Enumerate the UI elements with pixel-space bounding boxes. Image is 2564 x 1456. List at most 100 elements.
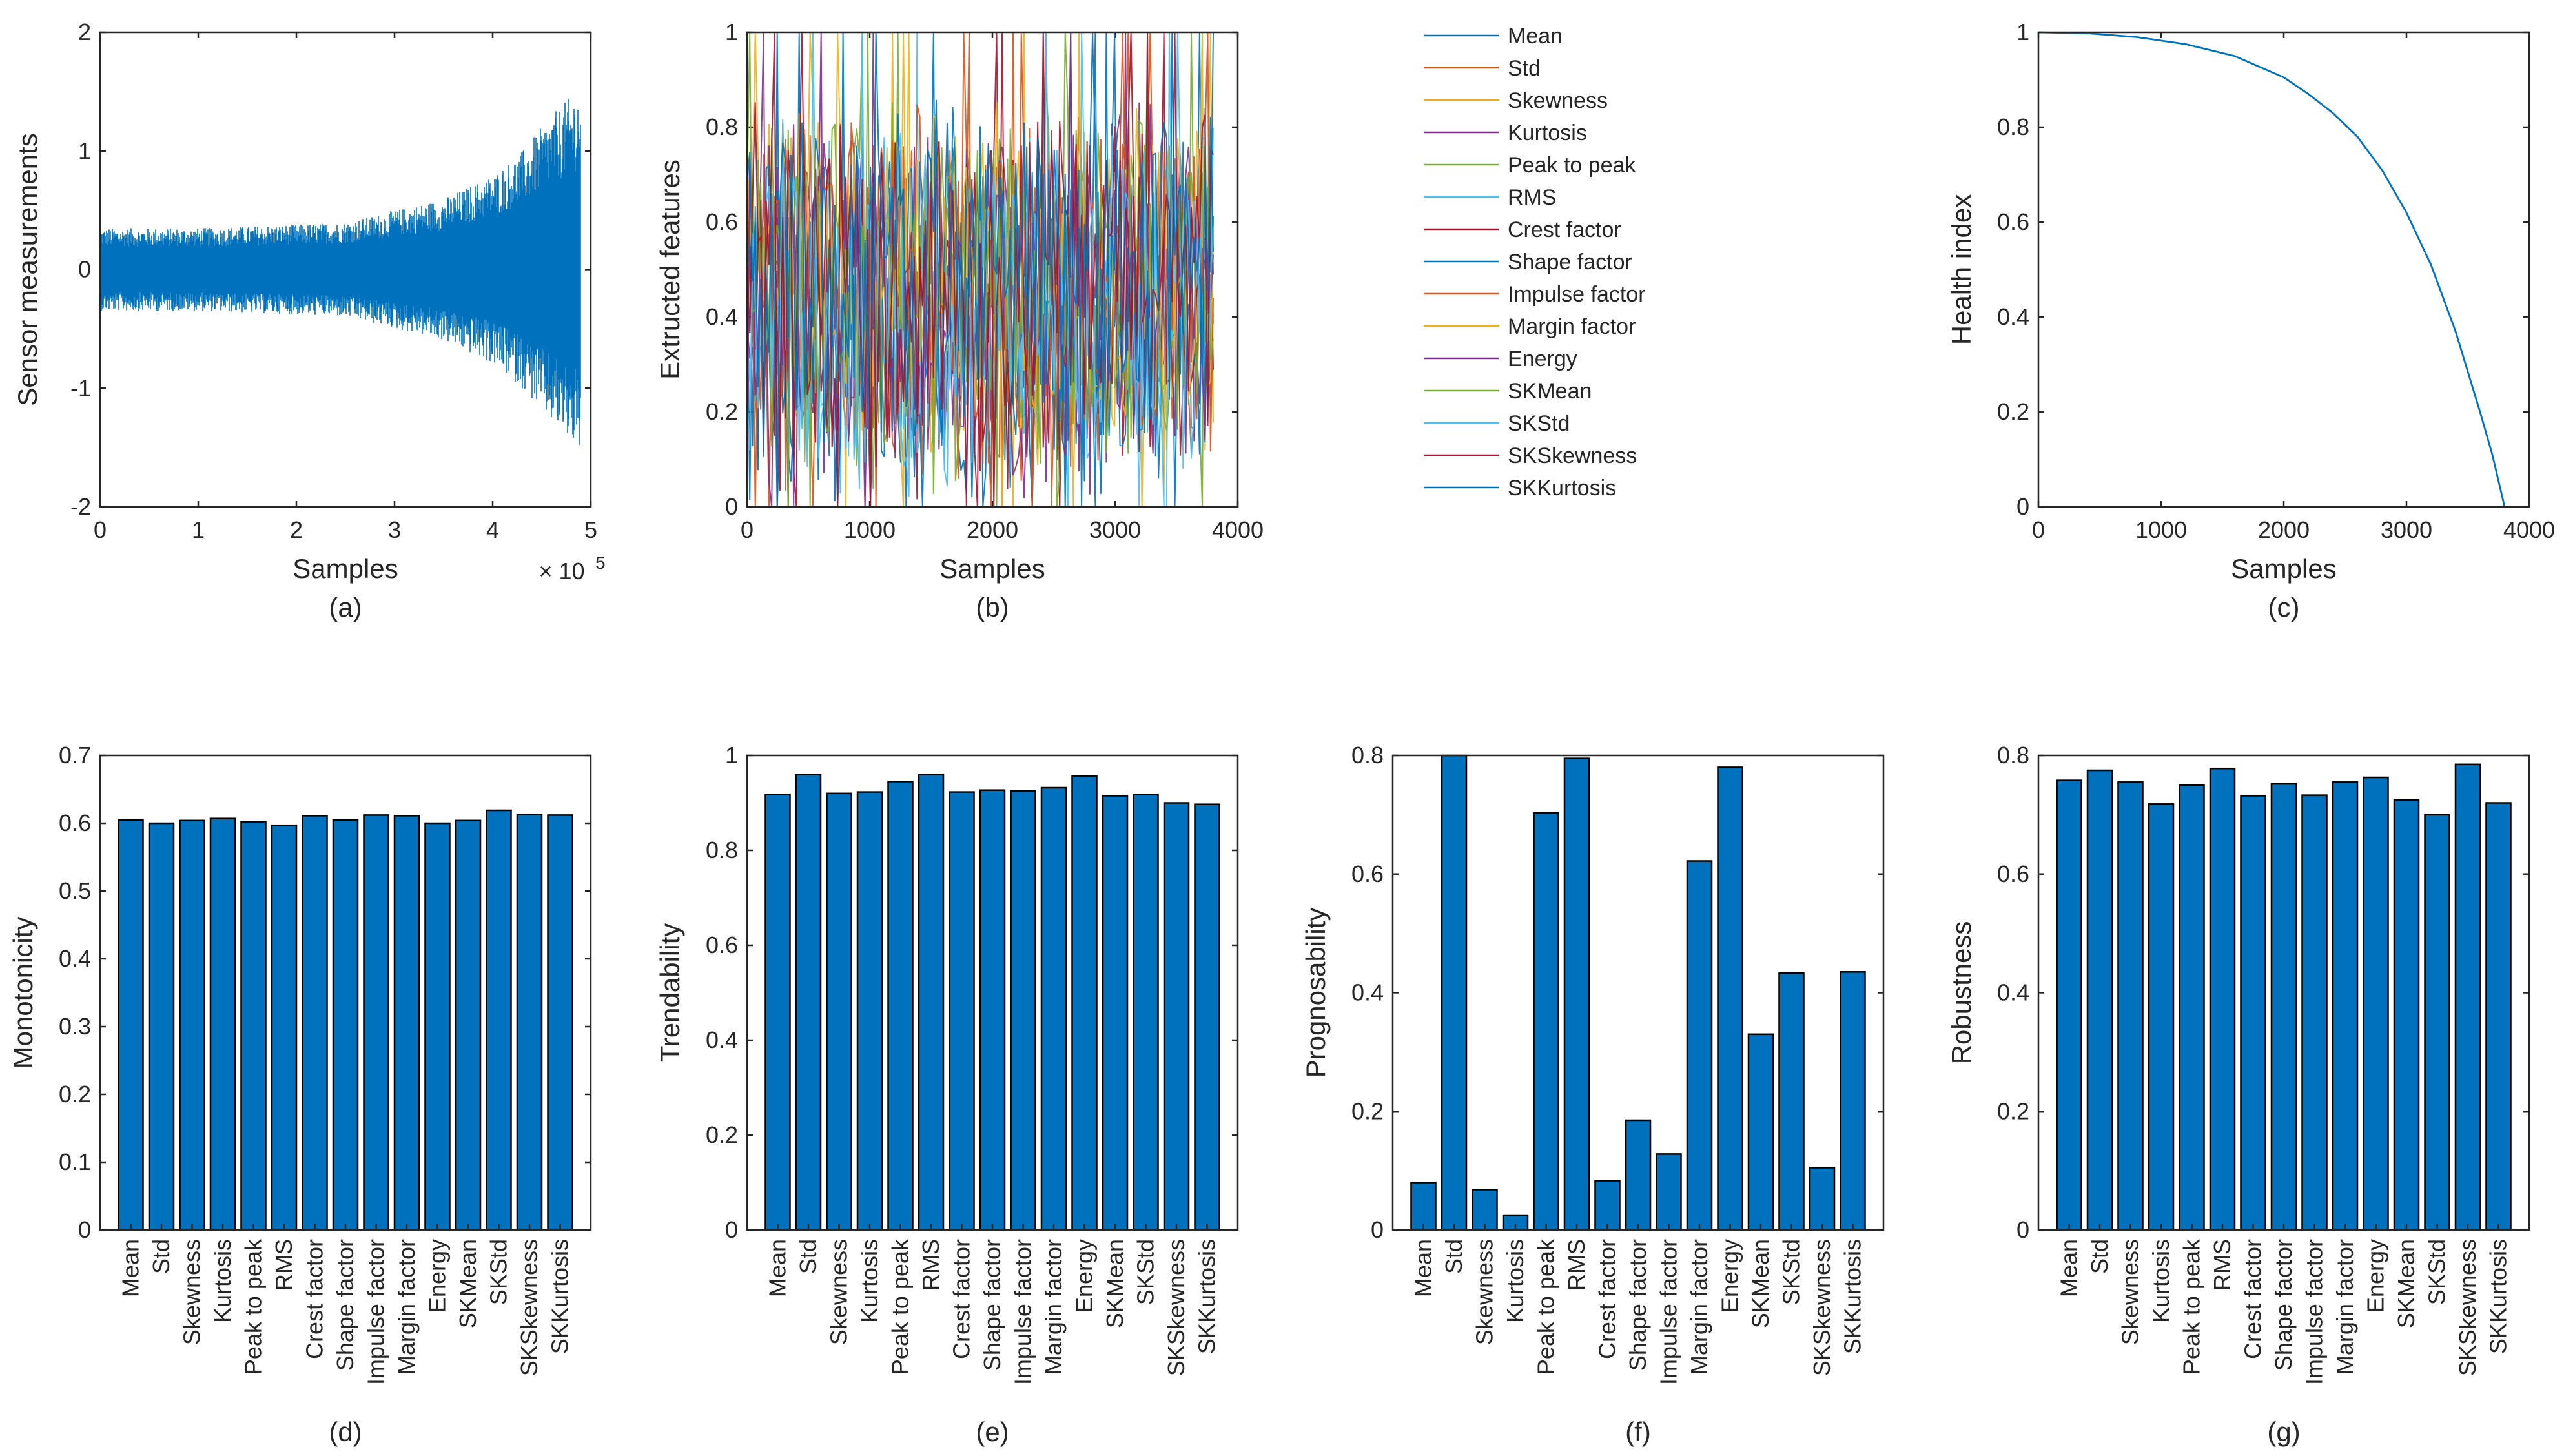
y-tick-label: 0: [78, 1216, 91, 1243]
y-tick-label: 0.6: [706, 209, 738, 235]
y-tick-label: 0.4: [1997, 979, 2029, 1006]
category-label: SKKurtosis: [547, 1239, 573, 1354]
category-label: Energy: [1071, 1239, 1098, 1313]
x-tick-label: 1000: [2135, 517, 2187, 543]
bar-margin-factor: [393, 815, 420, 1231]
legend-label: SKKurtosis: [1508, 476, 1616, 500]
axes-box: [2037, 754, 2530, 1231]
category-label: Impulse factor: [363, 1239, 389, 1385]
category-label: Crest factor: [2240, 1239, 2266, 1359]
y-tick-label: 0.5: [59, 877, 91, 904]
panel-d: 0 0.1 0.2 0.3 0.4 0.5 0.6 0.7 Monotonicity (d) Mea…: [8, 742, 592, 1447]
y-axis-title: Trendability: [655, 923, 685, 1063]
y-tick-label: 0.4: [706, 303, 738, 330]
bar-skewness: [179, 819, 205, 1231]
bar-skskewness: [516, 814, 543, 1231]
axis-exponent: × 10: [538, 558, 584, 584]
bar-skkurtosis: [1194, 803, 1220, 1231]
y-tick-label: 0.8: [706, 837, 738, 863]
category-label: Margin factor: [1040, 1239, 1067, 1375]
y-tick-label: 0.1: [59, 1149, 91, 1175]
bar-skmean: [1747, 1033, 1774, 1231]
x-tick-label: 1000: [844, 517, 896, 543]
bar-skmean: [455, 819, 482, 1231]
category-label: Shape factor: [2270, 1239, 2297, 1371]
category-label: Peak to peak: [1533, 1238, 1559, 1375]
legend-label: Shape factor: [1508, 250, 1632, 274]
y-tick-label: 0.4: [1351, 979, 1384, 1006]
category-label: SKSkewness: [516, 1239, 542, 1376]
category-label: Kurtosis: [2148, 1239, 2174, 1323]
category-label: SKKurtosis: [2485, 1239, 2512, 1354]
bar-skewness: [1472, 1189, 1498, 1231]
bar-skstd: [1133, 794, 1159, 1231]
x-tick-label: 2: [290, 517, 303, 543]
axes-box: [99, 754, 592, 1231]
x-tick-label: 4: [486, 517, 499, 543]
y-tick-label: 0: [725, 493, 738, 520]
bar-skskewness: [1809, 1167, 1836, 1231]
bar-skkurtosis: [1840, 971, 1866, 1231]
bar-skstd: [2424, 814, 2450, 1231]
category-label: Mean: [1410, 1239, 1437, 1297]
category-label: Energy: [424, 1239, 451, 1313]
legend-label: Peak to peak: [1508, 153, 1636, 178]
panel-caption: (b): [976, 592, 1009, 622]
y-tick-label: 0: [725, 1216, 738, 1243]
legend-label: Std: [1508, 56, 1541, 81]
bar-peak-to-peak: [240, 821, 267, 1231]
bar-skmean: [1102, 795, 1129, 1231]
axis-exponent-power: 5: [595, 553, 606, 573]
y-tick-label: 0.2: [1351, 1098, 1384, 1124]
bars: [1410, 754, 1866, 1231]
category-label: Mean: [764, 1239, 791, 1297]
bar-std: [795, 774, 822, 1231]
x-tick-label: 0: [2032, 517, 2045, 543]
feature-line-14: [746, 32, 1214, 508]
category-label: Margin factor: [1686, 1239, 1712, 1375]
y-tick-label: 0.6: [706, 932, 738, 958]
category-label: Peak to peak: [2179, 1238, 2205, 1375]
category-label: SKMean: [1102, 1239, 1128, 1328]
panel-f: 0 0.2 0.4 0.6 0.8 Prognosability (f) Mean Std Ske…: [1300, 742, 1885, 1447]
legend-label: SKMean: [1508, 379, 1592, 404]
bar-kurtosis: [209, 817, 236, 1231]
bar-crest-factor: [1594, 1180, 1621, 1231]
category-label: SKStd: [486, 1239, 512, 1305]
y-axis-title: Prognosability: [1300, 908, 1331, 1078]
bar-rms: [918, 774, 945, 1231]
panel-a: -2 -1 0 1 2 0 1 2 3 4 5 Sensor measurements Samples (…: [12, 19, 606, 622]
bar-impulse-factor: [2301, 794, 2328, 1231]
category-label: SKStd: [2424, 1239, 2450, 1305]
y-tick-label: 0.2: [706, 398, 738, 425]
y-tick-label: 0.2: [59, 1081, 91, 1107]
x-tick-label: 2000: [967, 517, 1018, 543]
category-label: RMS: [2209, 1239, 2235, 1291]
x-axis-title: Samples: [939, 553, 1045, 584]
y-tick-label: 0: [2016, 493, 2029, 520]
x-axis-title: Samples: [2231, 553, 2336, 584]
bar-skskewness: [1163, 802, 1190, 1231]
bar-crest-factor: [2240, 795, 2266, 1231]
category-label: Mean: [118, 1239, 144, 1297]
legend-label: Impulse factor: [1508, 282, 1646, 307]
axes-box: [99, 31, 592, 508]
legend-label: RMS: [1508, 185, 1557, 210]
panel-caption: (d): [329, 1417, 362, 1447]
category-label: Skewness: [2117, 1239, 2144, 1345]
bar-margin-factor: [2332, 781, 2359, 1231]
y-tick-label: 0.8: [1997, 742, 2029, 768]
category-label: Shape factor: [1625, 1239, 1651, 1371]
axes-box: [746, 31, 1239, 508]
panel-caption: (f): [1625, 1417, 1651, 1447]
y-axis-title: Monotonicity: [8, 917, 38, 1069]
axes-box: [1391, 754, 1885, 1231]
y-tick-label: 0.8: [1351, 742, 1384, 768]
bar-rms: [2209, 767, 2236, 1231]
category-label: SKKurtosis: [1194, 1239, 1220, 1354]
bar-energy: [2363, 776, 2389, 1231]
bar-skskewness: [2454, 763, 2481, 1231]
y-tick-label: 0.2: [1997, 398, 2029, 425]
category-label: Kurtosis: [209, 1239, 236, 1323]
y-tick-label: 1: [725, 19, 738, 45]
